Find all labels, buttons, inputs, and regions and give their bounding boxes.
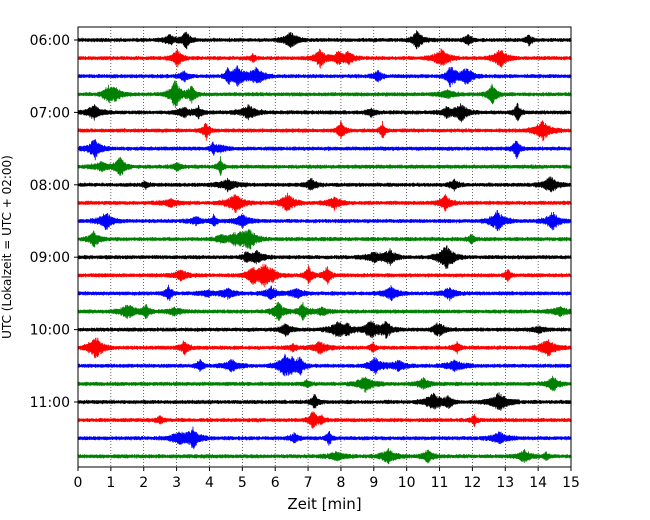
seismic-trace [77, 263, 572, 288]
seismic-trace [77, 65, 572, 88]
seismic-trace [77, 210, 572, 232]
seismic-trace [77, 229, 572, 250]
seismic-trace [77, 176, 572, 193]
y-tick-label: 07:00 [30, 105, 70, 121]
seismic-trace [77, 392, 572, 411]
x-axis-label: Zeit [min] [287, 495, 361, 513]
seismic-trace [77, 320, 572, 339]
seismic-trace [77, 411, 572, 429]
y-tick-label: 11:00 [30, 395, 70, 411]
seismic-trace [77, 80, 572, 109]
y-tick-label: 06:00 [30, 33, 70, 49]
x-tick-label: 10 [398, 475, 416, 491]
seismic-trace [77, 337, 572, 359]
trace-group [77, 30, 572, 465]
seismic-trace [77, 156, 572, 176]
seismic-trace [77, 284, 572, 302]
seismic-trace [77, 192, 572, 214]
y-axis: 06:00 07:00 08:00 09:00 10:00 11:00 [30, 33, 78, 411]
plot-frame [77, 26, 572, 468]
x-tick-label: 0 [74, 475, 83, 491]
x-tick-label: 3 [172, 475, 181, 491]
x-tick-label: 7 [304, 475, 313, 491]
y-tick-label: 10:00 [30, 323, 70, 339]
x-tick-label: 13 [496, 475, 514, 491]
seismic-trace [77, 301, 572, 321]
x-tick-label: 9 [369, 475, 378, 491]
x-tick-label: 5 [238, 475, 247, 491]
x-tick-label: 11 [431, 475, 449, 491]
seismic-trace [77, 426, 572, 450]
seismic-trace [77, 375, 572, 393]
x-tick-label: 14 [529, 475, 547, 491]
x-tick-label: 8 [336, 475, 345, 491]
seismic-trace [77, 120, 572, 142]
x-tick-label: 1 [106, 475, 115, 491]
seismic-trace [77, 30, 572, 50]
x-tick-label: 2 [139, 475, 148, 491]
x-tick-label: 4 [205, 475, 214, 491]
seismic-trace [77, 48, 572, 69]
seismic-trace [77, 448, 572, 465]
x-axis: 0 1 2 3 4 5 6 7 8 9 10 11 12 13 14 15 [74, 467, 580, 491]
x-tick-label: 15 [562, 475, 580, 491]
seismic-trace [77, 102, 572, 123]
y-axis-label: UTC (Lokalzeit = UTC + 02:00) [0, 155, 14, 339]
x-tick-label: 6 [271, 475, 280, 491]
vertical-grid [110, 27, 539, 467]
x-tick-label: 12 [463, 475, 481, 491]
seismic-trace [77, 139, 572, 161]
y-tick-label: 08:00 [30, 178, 70, 194]
seismic-trace [77, 353, 572, 377]
y-tick-label: 09:00 [30, 250, 70, 266]
seismic-trace [77, 245, 572, 269]
